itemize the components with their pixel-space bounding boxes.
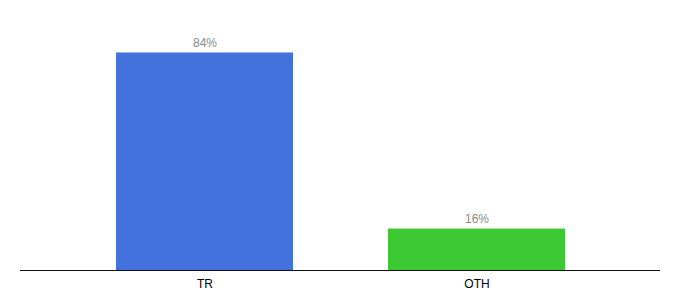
svg-text:OTH: OTH	[464, 277, 489, 291]
svg-text:84%: 84%	[193, 36, 217, 50]
svg-text:16%: 16%	[465, 212, 489, 226]
svg-text:TR: TR	[197, 277, 213, 291]
